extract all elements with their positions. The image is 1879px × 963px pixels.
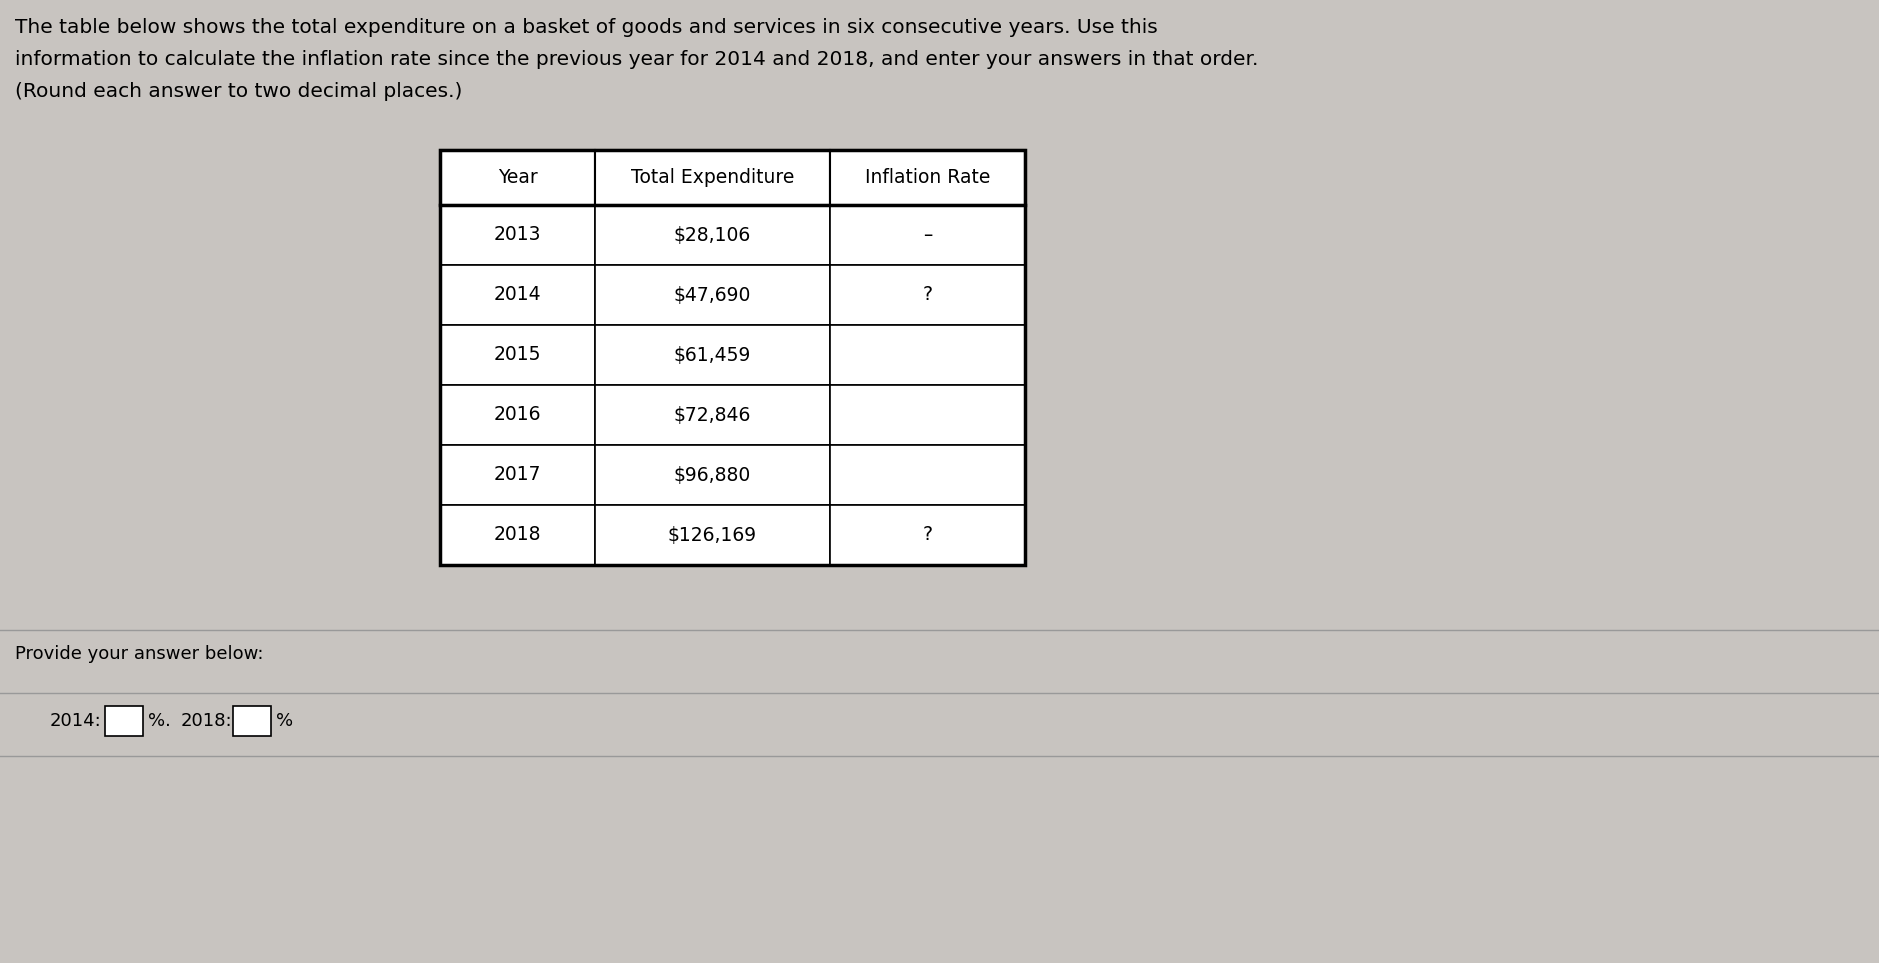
Text: $96,880: $96,880 [675, 465, 752, 484]
Bar [831, 205, 1026, 265]
Bar [440, 150, 596, 205]
Bar [596, 445, 831, 505]
Text: ?: ? [923, 526, 932, 544]
Text: (Round each answer to two decimal places.): (Round each answer to two decimal places… [15, 82, 462, 101]
Bar [440, 150, 1026, 565]
Text: The table below shows the total expenditure on a basket of goods and services in: The table below shows the total expendit… [15, 18, 1157, 37]
Text: %.: %. [148, 712, 171, 730]
Bar [831, 325, 1026, 385]
Text: 2018:: 2018: [180, 712, 233, 730]
Text: 2013: 2013 [494, 225, 541, 245]
Text: Provide your answer below:: Provide your answer below: [15, 645, 263, 663]
Bar [831, 505, 1026, 565]
Bar [596, 265, 831, 325]
Text: information to calculate the inflation rate since the previous year for 2014 and: information to calculate the inflation r… [15, 50, 1259, 69]
Text: ?: ? [923, 285, 932, 304]
Text: %: % [276, 712, 293, 730]
Bar [596, 505, 831, 565]
Text: Total Expenditure: Total Expenditure [631, 168, 795, 187]
Bar [596, 150, 831, 205]
Text: 2014: 2014 [494, 285, 541, 304]
Bar [831, 150, 1026, 205]
Bar [596, 205, 831, 265]
Bar [440, 265, 596, 325]
Bar [440, 205, 596, 265]
Text: $72,846: $72,846 [675, 405, 752, 425]
Text: 2016: 2016 [494, 405, 541, 425]
Bar [233, 706, 271, 736]
Text: 2017: 2017 [494, 465, 541, 484]
Bar [440, 325, 596, 385]
Bar [596, 325, 831, 385]
Text: $47,690: $47,690 [675, 285, 752, 304]
Bar [440, 445, 596, 505]
Text: 2014:: 2014: [51, 712, 101, 730]
Text: 2018: 2018 [494, 526, 541, 544]
Bar [596, 385, 831, 445]
Bar [831, 385, 1026, 445]
Text: –: – [923, 225, 932, 245]
Bar [831, 265, 1026, 325]
Text: $61,459: $61,459 [675, 346, 752, 365]
Bar [440, 385, 596, 445]
Text: $28,106: $28,106 [675, 225, 752, 245]
Bar [440, 505, 596, 565]
Bar [831, 445, 1026, 505]
Bar [105, 706, 143, 736]
Text: Year: Year [498, 168, 537, 187]
Text: $126,169: $126,169 [667, 526, 757, 544]
Text: 2015: 2015 [494, 346, 541, 365]
Text: Inflation Rate: Inflation Rate [864, 168, 990, 187]
